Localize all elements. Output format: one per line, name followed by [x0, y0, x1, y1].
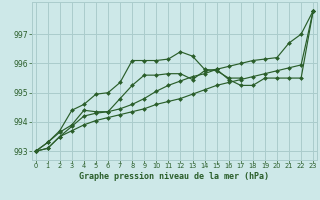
X-axis label: Graphe pression niveau de la mer (hPa): Graphe pression niveau de la mer (hPa) — [79, 172, 269, 181]
